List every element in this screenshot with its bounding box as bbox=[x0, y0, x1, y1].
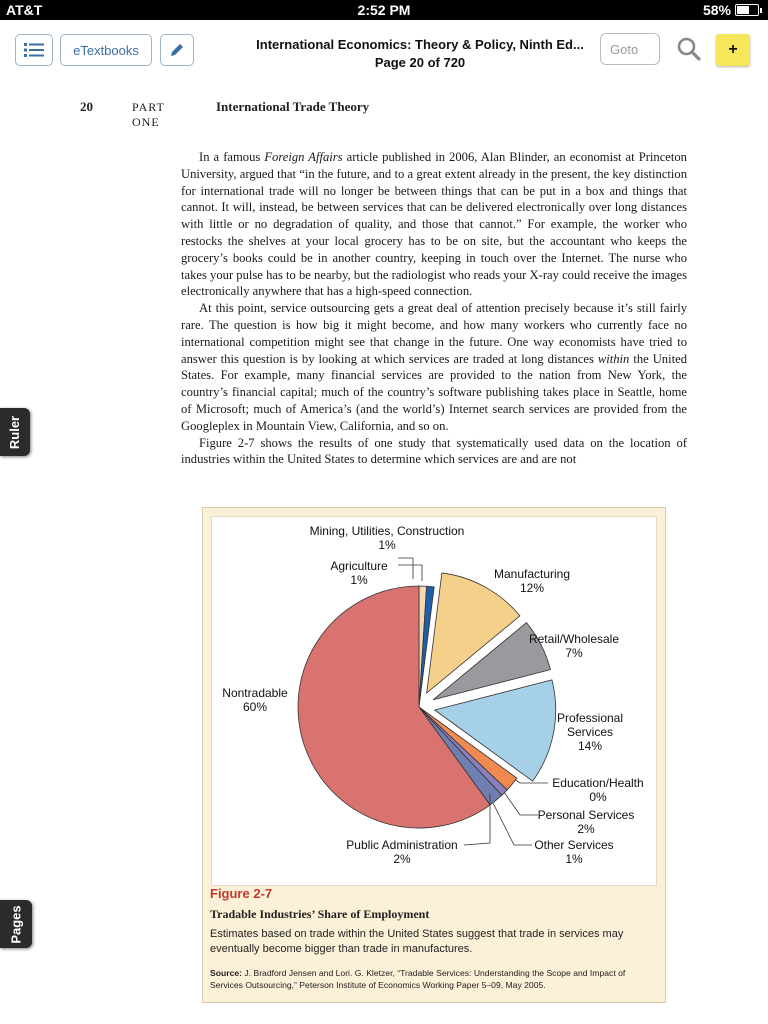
slice-value-label: 1% bbox=[565, 852, 583, 866]
slice-value-label: 1% bbox=[350, 573, 368, 587]
italic-text: Foreign Affairs bbox=[264, 150, 343, 164]
slice-value-label: 1% bbox=[378, 538, 396, 552]
source-text: J. Bradford Jensen and Lori. G. Kletzer,… bbox=[210, 968, 626, 990]
add-note-button[interactable]: + bbox=[716, 34, 750, 66]
etextbooks-button[interactable]: eTextbooks bbox=[60, 34, 152, 66]
leader-line bbox=[463, 794, 491, 846]
leader-line bbox=[485, 788, 532, 846]
book-title: International Economics: Theory & Policy… bbox=[220, 36, 620, 72]
carrier-label: AT&T bbox=[6, 2, 43, 18]
pencil-icon bbox=[171, 44, 183, 56]
paragraph: At this point, service outsourcing gets … bbox=[181, 301, 687, 433]
slice-value-label: 60% bbox=[243, 700, 267, 714]
book-title-text: International Economics: Theory & Policy… bbox=[256, 37, 584, 52]
leader-line bbox=[398, 557, 414, 579]
battery-indicator: 58% bbox=[703, 2, 762, 18]
figure-source: Source: J. Bradford Jensen and Lori. G. … bbox=[210, 967, 656, 991]
battery-percent: 58% bbox=[702, 2, 731, 18]
slice-name-label: Other Services bbox=[534, 838, 613, 852]
pages-tab[interactable]: Pages bbox=[0, 900, 32, 948]
ruler-tab-label: Ruler bbox=[7, 415, 23, 449]
slice-name-label: Public Administration bbox=[346, 838, 457, 852]
pie-slice-nontradable bbox=[297, 585, 491, 829]
menu-button[interactable] bbox=[15, 34, 53, 66]
page-indicator: Page 20 of 720 bbox=[374, 55, 466, 70]
status-bar: AT&T 2:52 PM 58% bbox=[0, 0, 768, 20]
figure-label: Figure 2-7 bbox=[210, 886, 273, 901]
pie-slice-professional-services bbox=[433, 679, 557, 782]
part-label: PART ONE bbox=[132, 100, 165, 129]
pie-slice-agriculture bbox=[418, 585, 435, 708]
pie-slice-retail-wholesale bbox=[433, 622, 551, 701]
slice-name-label: Education/Health bbox=[552, 776, 643, 790]
figure-title: Tradable Industries’ Share of Employment bbox=[210, 907, 430, 921]
paragraph: In a famous Foreign Affairs article publ… bbox=[181, 150, 687, 299]
slice-name-label: Professional bbox=[557, 711, 623, 725]
slice-name-label: Retail/Wholesale bbox=[529, 632, 619, 646]
paragraph: Figure 2-7 shows the results of one stud… bbox=[181, 435, 687, 467]
list-icon bbox=[24, 43, 44, 57]
slice-name-label: Personal Services bbox=[538, 808, 635, 822]
slice-value-label: 2% bbox=[393, 852, 411, 866]
section-title: International Trade Theory bbox=[216, 99, 370, 114]
slice-value-label: 12% bbox=[520, 581, 544, 595]
slice-name-label: Nontradable bbox=[222, 686, 288, 700]
figure-caption: Estimates based on trade within the Unit… bbox=[210, 928, 624, 955]
pie-slice-manufacturing bbox=[426, 572, 521, 694]
edit-button[interactable] bbox=[160, 34, 194, 66]
slice-name-label: Manufacturing bbox=[494, 567, 570, 581]
goto-page-input[interactable]: Goto bbox=[600, 33, 660, 65]
source-lead: Source: bbox=[210, 968, 242, 978]
slice-value-label: 2% bbox=[577, 822, 595, 836]
slice-value-label: 0% bbox=[589, 790, 607, 804]
battery-icon bbox=[735, 4, 759, 16]
slice-name-label: Services bbox=[567, 725, 613, 739]
reader-toolbar: eTextbooks International Economics: Theo… bbox=[0, 20, 768, 82]
italic-text: within bbox=[597, 351, 630, 366]
search-icon[interactable] bbox=[676, 36, 702, 62]
ruler-tab[interactable]: Ruler bbox=[0, 408, 30, 456]
pages-tab-label: Pages bbox=[8, 904, 24, 944]
page-number: 20 bbox=[80, 99, 93, 114]
pie-chart: Mining, Utilities, Construction1%Agricul… bbox=[222, 524, 643, 866]
slice-value-label: 14% bbox=[578, 739, 602, 753]
slice-name-label: Agriculture bbox=[330, 559, 388, 573]
clock: 2:52 PM bbox=[357, 2, 411, 18]
leader-line bbox=[398, 564, 423, 581]
slice-value-label: 7% bbox=[565, 646, 583, 660]
book-body-text: In a famous Foreign Affairs article publ… bbox=[181, 149, 687, 468]
slice-name-label: Mining, Utilities, Construction bbox=[310, 524, 465, 538]
